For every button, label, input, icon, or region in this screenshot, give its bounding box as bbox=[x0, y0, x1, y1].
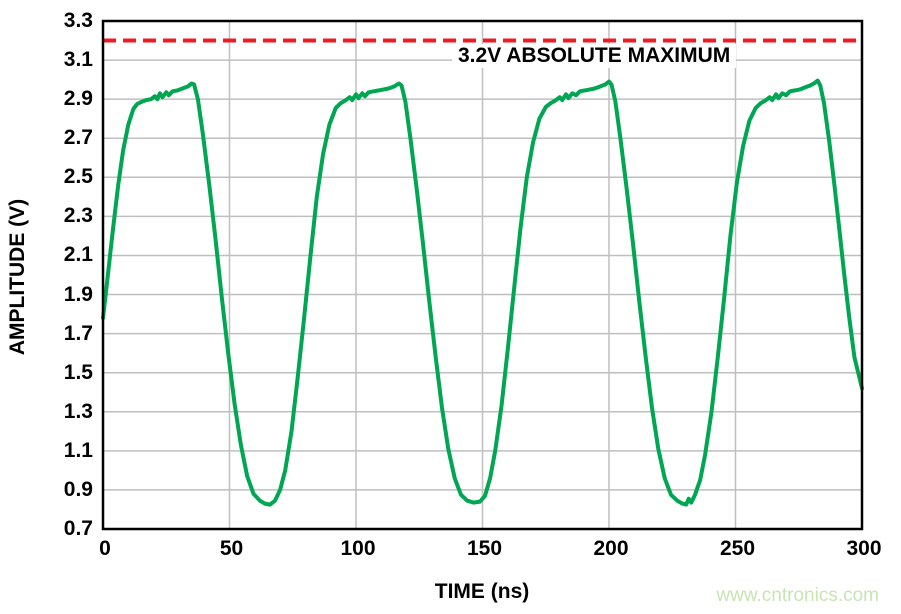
x-tick-label: 300 bbox=[846, 537, 882, 560]
watermark-text: www.cntronics.com bbox=[716, 585, 879, 606]
y-tick-label: 1.1 bbox=[63, 438, 93, 462]
y-tick-label: 1.3 bbox=[63, 399, 93, 423]
x-axis-title: TIME (ns) bbox=[434, 580, 530, 603]
x-tick-label: 200 bbox=[593, 537, 629, 560]
absolute-maximum-annotation: 3.2V ABSOLUTE MAXIMUM bbox=[452, 44, 737, 68]
waveform-line bbox=[101, 78, 864, 507]
x-tick-label: 150 bbox=[466, 537, 503, 560]
plot-border bbox=[101, 19, 864, 531]
y-tick-label: 1.9 bbox=[63, 282, 93, 306]
x-tick-label: 0 bbox=[99, 537, 111, 560]
x-tick-label: 250 bbox=[719, 537, 756, 560]
x-tick-label: 100 bbox=[340, 537, 376, 560]
y-tick-label: 0.9 bbox=[63, 477, 93, 501]
y-tick-label: 2.5 bbox=[63, 165, 93, 189]
y-axis-title: AMPLITUDE (V) bbox=[6, 198, 29, 356]
y-tick-label: 3.1 bbox=[63, 48, 93, 72]
y-tick-label: 0.7 bbox=[63, 517, 93, 540]
y-tick-label: 2.7 bbox=[63, 126, 93, 150]
y-tick-label: 1.7 bbox=[63, 321, 93, 345]
y-tick-label: 1.5 bbox=[63, 360, 93, 384]
y-tick-label: 2.1 bbox=[63, 243, 93, 267]
y-tick-label: 2.3 bbox=[63, 204, 93, 228]
y-tick-label: 2.9 bbox=[63, 87, 93, 111]
gridlines bbox=[103, 21, 862, 529]
y-tick-label: 3.3 bbox=[63, 9, 93, 32]
x-tick-label: 50 bbox=[219, 537, 244, 560]
